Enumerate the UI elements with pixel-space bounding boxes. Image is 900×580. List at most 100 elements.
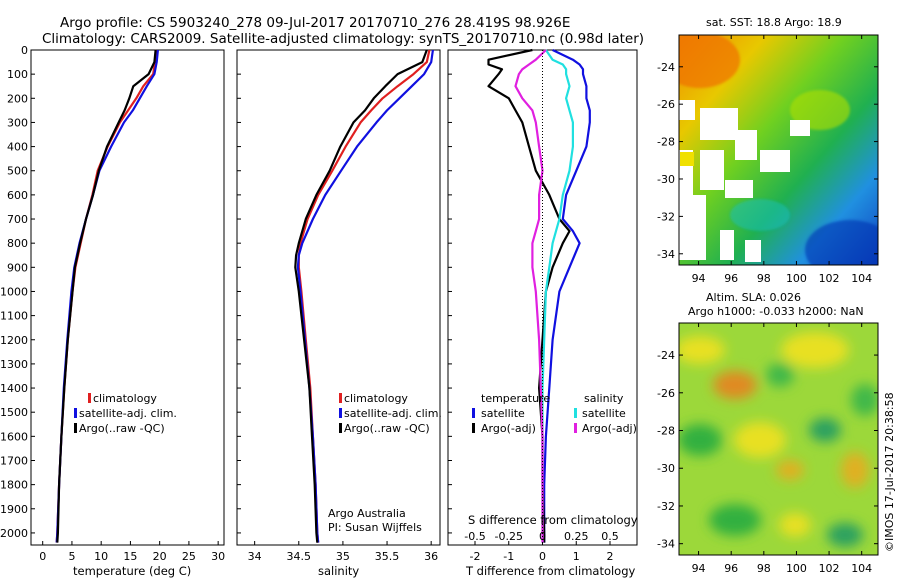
x-tick-label: 10 (94, 550, 108, 563)
x-tick-label: -2 (470, 550, 481, 563)
cloud-gap (700, 108, 738, 140)
y-tick-label: 0 (21, 44, 28, 57)
legend-climatology: climatology (344, 392, 408, 405)
sla-feature (776, 460, 804, 480)
cloud-gap (700, 150, 724, 190)
y-tick-label: 1800 (0, 479, 28, 492)
legend-swatch-satellite (74, 408, 77, 418)
sla-feature (781, 332, 849, 368)
sst-map-title: sat. SST: 18.8 Argo: 18.9 (706, 16, 842, 29)
legend-swatch-satellite (339, 408, 342, 418)
y-tick-label: 1300 (0, 358, 28, 371)
map-x-tick-label: 100 (786, 562, 807, 575)
salinity-legend: climatology satellite-adj. clim. Argo(..… (339, 392, 442, 435)
legend-climatology: climatology (93, 392, 157, 405)
sla-feature (809, 418, 841, 442)
y-tick-label: 900 (7, 261, 28, 274)
map-y-tick-label: -26 (657, 387, 675, 400)
series-line (543, 49, 591, 543)
sla-feature (779, 513, 811, 537)
y-tick-label: 600 (7, 189, 28, 202)
pi-label: PI: Susan Wijffels (328, 521, 422, 534)
sst-map (679, 35, 878, 265)
legend-s-argo: Argo(-adj) (582, 422, 637, 435)
temperature-profile-chart: 0100200300400500600700800900100011001200… (0, 44, 225, 563)
sla-map-frame (678, 322, 879, 556)
map-y-tick-label: -28 (657, 136, 675, 149)
legend-satellite-adj: satellite-adj. clim. (344, 407, 442, 420)
sst-yellow-patch (680, 152, 694, 166)
legend-swatch-climatology (339, 393, 342, 403)
legend-swatch-climatology (88, 393, 91, 403)
x-tick-label: 34 (248, 550, 262, 563)
map-x-tick-label: 102 (819, 272, 840, 285)
salinity-plot-frame (236, 49, 441, 546)
sla-map-title-line2: Argo h1000: -0.033 h2000: NaN (688, 305, 864, 318)
difference-top-axis-label: S difference from climatology (468, 513, 638, 527)
cloud-gap (790, 120, 810, 136)
salinity-profile-chart: 34 34.5 35 35.5 36 (237, 49, 438, 563)
map-x-tick-label: 94 (692, 562, 706, 575)
x-tick-label: 0 (39, 550, 46, 563)
sla-feature (734, 422, 786, 458)
x-tick-label: 30 (211, 550, 225, 563)
y-tick-label: 800 (7, 237, 28, 250)
x-tick-label: 5 (68, 550, 75, 563)
x-tick-label: 34.5 (287, 550, 312, 563)
cloud-gap (686, 195, 706, 260)
y-tick-label: 200 (7, 92, 28, 105)
legend-swatch-s-satellite (574, 408, 577, 418)
sst-patch (679, 35, 740, 88)
figure-title-line2: Climatology: CARS2009. Satellite-adjuste… (42, 31, 644, 47)
cloud-gap (725, 180, 753, 198)
map-y-tick-label: -30 (657, 173, 675, 186)
y-tick-label: 1600 (0, 430, 28, 443)
sla-map-axes: 94 96 98 100 102 104 -24 -26 -28 -30 -32 -34 (657, 323, 878, 575)
temperature-plot-frame (30, 49, 225, 546)
x-tick-label: 36 (424, 550, 438, 563)
legend-s-satellite: satellite (582, 407, 626, 420)
x-tick-label: 0 (539, 550, 546, 563)
x-tick-label: 1 (573, 550, 580, 563)
map-x-tick-label: 96 (724, 562, 738, 575)
sla-map-title-line1: Altim. SLA: 0.026 (706, 291, 801, 304)
sst-map-frame (678, 34, 879, 266)
sla-feature (709, 504, 761, 536)
map-y-tick-label: -26 (657, 98, 675, 111)
map-y-tick-label: -24 (657, 61, 675, 74)
sla-feature (713, 371, 757, 399)
cloud-gap (735, 130, 757, 160)
map-y-tick-label: -30 (657, 462, 675, 475)
sla-feature (851, 384, 878, 416)
map-y-tick-label: -32 (657, 210, 675, 223)
x-tick-label: 35.5 (375, 550, 400, 563)
s-tick-label: 0.5 (601, 530, 619, 543)
sst-patch (730, 199, 790, 231)
s-tick-label: -0.5 (464, 530, 485, 543)
temperature-legend: climatology satellite-adj. clim. Argo(..… (74, 392, 177, 435)
difference-legend: temperature salinity satellite Argo(-adj… (472, 392, 637, 435)
y-tick-label: 500 (7, 165, 28, 178)
map-x-tick-label: 104 (851, 562, 872, 575)
x-tick-label: 2 (607, 550, 614, 563)
legend-salinity-heading: salinity (584, 392, 624, 405)
y-tick-label: 1100 (0, 310, 28, 323)
series-line (514, 49, 547, 543)
x-tick-label: 20 (153, 550, 167, 563)
map-x-tick-label: 100 (786, 272, 807, 285)
legend-swatch-argo (339, 423, 342, 433)
sst-cloud-mask (679, 100, 810, 262)
y-tick-label: 1500 (0, 406, 28, 419)
difference-profile-chart: -2 -1 0 1 2 -0.5 -0.25 0 0.25 0.5 (448, 48, 619, 563)
x-tick-label: 35 (336, 550, 350, 563)
argo-australia-label: Argo Australia (328, 507, 406, 520)
salinity-axis-label: salinity (318, 564, 359, 578)
legend-argo: Argo(..raw -QC) (79, 422, 165, 435)
y-tick-label: 700 (7, 213, 28, 226)
legend-swatch-s-argo (574, 423, 577, 433)
x-tick-label: 15 (123, 550, 137, 563)
legend-swatch-argo (74, 423, 77, 433)
sla-feature (766, 363, 794, 387)
legend-t-argo: Argo(-adj) (481, 422, 536, 435)
